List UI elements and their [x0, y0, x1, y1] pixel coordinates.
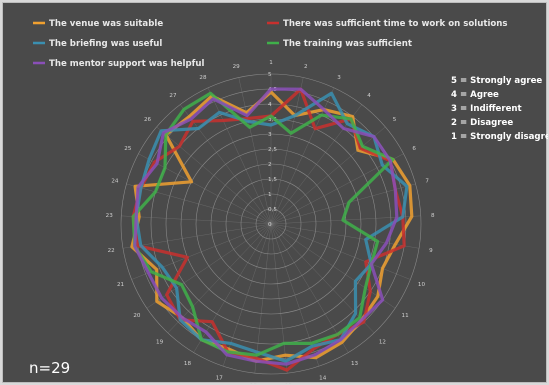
category-label: 19	[156, 340, 164, 346]
legend-item: The briefing was useful	[49, 39, 162, 49]
grid-spoke	[121, 215, 272, 225]
legend: The venue was suitable The briefing was u…	[33, 19, 508, 69]
legend-item: The training was sufficient	[283, 39, 412, 49]
category-label: 25	[124, 146, 132, 152]
grid-spoke	[238, 77, 272, 225]
legend-item: There was sufficient time to work on sol…	[283, 19, 508, 29]
category-label: 18	[184, 361, 192, 367]
category-label: 4	[367, 93, 371, 99]
radial-tick-label: 3	[268, 132, 272, 138]
grid-spoke	[270, 183, 416, 225]
grid-spoke	[122, 223, 272, 249]
radial-tick-label: 3,5	[268, 117, 277, 123]
grid-spoke	[254, 223, 272, 374]
radial-tick-label: 4	[268, 102, 272, 108]
category-label: 16	[250, 383, 258, 384]
category-label: 7	[425, 179, 429, 185]
category-label: 26	[144, 117, 152, 123]
radial-tick-label: 0	[268, 222, 272, 228]
radial-tick-label: 0,5	[268, 207, 277, 213]
scale-legend-item: 3 = Indifferent	[451, 104, 522, 114]
category-label: 21	[117, 282, 125, 288]
grid-spoke	[270, 223, 411, 280]
grid-spoke	[138, 153, 272, 225]
radial-tick-label: 2,5	[268, 147, 277, 153]
legend-item: The venue was suitable	[49, 19, 163, 29]
radar-series	[130, 87, 414, 372]
grid-spoke	[180, 104, 272, 225]
category-label: 27	[169, 93, 177, 99]
grid-spoke	[270, 223, 396, 309]
scale-legend-item: 1 = Strongly disagree	[451, 132, 548, 142]
radial-tick-label: 1	[268, 192, 272, 198]
series-line	[133, 87, 399, 366]
category-label: 10	[418, 282, 426, 288]
scale-legend-item: 5 = Strongly agree	[451, 76, 542, 86]
sample-size-label: n=29	[29, 359, 70, 377]
grid-spoke	[270, 223, 349, 353]
grid-spoke	[167, 223, 272, 334]
series-line	[134, 91, 409, 363]
category-label: 12	[379, 340, 386, 346]
radial-tick-label: 2	[268, 162, 272, 168]
category-label: 8	[431, 213, 435, 219]
category-label: 9	[429, 248, 433, 254]
category-label: 23	[106, 213, 114, 219]
category-label: 6	[412, 146, 416, 152]
category-label: 3	[337, 75, 341, 81]
radar-chart: 00,511,522,533,544,55 123456789101112131…	[29, 19, 548, 384]
radar-axis-labels: 1234567891011121314151617181920212223242…	[106, 60, 435, 384]
category-label: 14	[319, 376, 327, 382]
legend-item: The mentor support was helpful	[49, 59, 204, 69]
scale-legend-item: 4 = Agree	[451, 90, 499, 100]
category-label: 13	[351, 361, 359, 367]
category-label: 11	[402, 313, 410, 319]
grid-spoke	[126, 183, 272, 225]
category-label: 15	[285, 383, 293, 384]
scale-legend-item: 2 = Disagree	[451, 118, 513, 128]
category-label: 5	[393, 117, 397, 123]
category-label: 28	[199, 75, 207, 81]
scale-legend: 5 = Strongly agree 4 = Agree 3 = Indiffe…	[451, 76, 548, 142]
radial-tick-label: 1,5	[268, 177, 277, 183]
category-label: 29	[233, 64, 241, 70]
category-label: 20	[133, 313, 141, 319]
radial-tick-label: 5	[268, 72, 272, 78]
category-label: 24	[111, 179, 119, 185]
grid-spoke	[270, 223, 288, 374]
grid-spoke	[207, 87, 272, 225]
category-label: 2	[304, 64, 308, 70]
grid-spoke	[270, 223, 375, 334]
grid-spoke	[131, 223, 272, 280]
category-label: 22	[108, 248, 115, 254]
grid-spoke	[270, 126, 386, 225]
category-label: 17	[216, 376, 224, 382]
grid-spoke	[156, 126, 272, 225]
grid-spoke	[270, 77, 304, 225]
category-label: 1	[269, 60, 273, 66]
